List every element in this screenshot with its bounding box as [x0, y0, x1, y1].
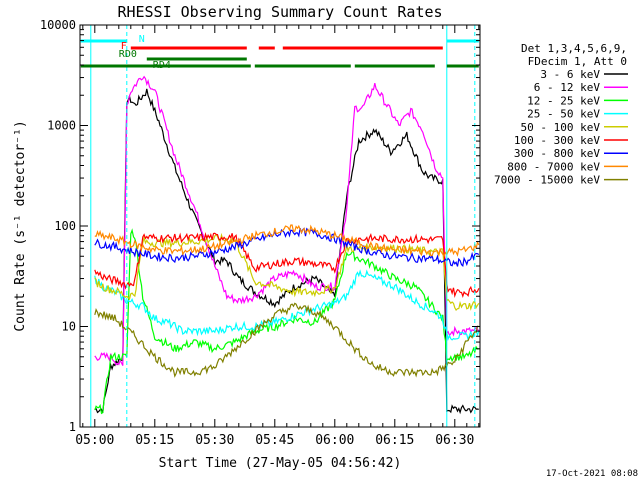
- y-tick-label: 1000: [47, 119, 76, 133]
- series-line-0: [94, 88, 479, 415]
- series-line-2: [94, 228, 479, 415]
- legend-header: FDecim 1, Att 0: [528, 55, 627, 68]
- x-tick-label: 06:15: [375, 433, 414, 448]
- chart-title: RHESSI Observing Summary Count Rates: [117, 3, 442, 21]
- x-tick-label: 05:00: [75, 433, 114, 448]
- x-tick-label: 05:30: [195, 433, 234, 448]
- x-tick-label: 05:15: [135, 433, 174, 448]
- series-line-5: [94, 232, 480, 299]
- legend-entry-label: 50 - 100 keV: [521, 121, 601, 134]
- y-tick-label: 10000: [40, 18, 76, 32]
- y-axis-label: Count Rate (s⁻¹ detector⁻¹): [13, 120, 28, 331]
- legend-entry-label: 100 - 300 keV: [514, 134, 600, 147]
- series-line-3: [94, 269, 480, 342]
- series-line-6: [94, 227, 480, 267]
- y-tick-label: 10: [62, 320, 76, 334]
- series-line-8: [94, 302, 479, 378]
- series-line-4: [94, 232, 480, 311]
- plot-frame: [79, 24, 481, 428]
- flag-label: N: [139, 34, 145, 45]
- flag-label: RD4: [153, 60, 171, 71]
- legend-entry-label: 3 - 6 keV: [540, 68, 600, 81]
- x-tick-label: 05:45: [255, 433, 294, 448]
- legend-entry-label: 7000 - 15000 keV: [494, 174, 600, 187]
- x-axis-label: Start Time (27-May-05 04:56:42): [159, 456, 402, 471]
- flag-label: RD0: [119, 49, 137, 60]
- series-line-1: [94, 75, 480, 366]
- legend-entry-label: 12 - 25 keV: [527, 94, 600, 107]
- legend-entry-label: 6 - 12 keV: [534, 81, 601, 94]
- series-line-7: [94, 224, 480, 258]
- y-tick-label: 1: [69, 420, 76, 434]
- legend-entry-label: 300 - 800 keV: [514, 147, 600, 160]
- legend-entry-label: 800 - 7000 keV: [507, 160, 600, 173]
- footer-date: 17-Oct-2021 08:08: [546, 469, 638, 479]
- legend-header: Det 1,3,4,5,6,9,: [521, 42, 627, 55]
- x-tick-label: 06:30: [435, 433, 474, 448]
- x-tick-label: 06:00: [315, 433, 354, 448]
- legend-entry-label: 25 - 50 keV: [527, 108, 600, 121]
- flag-label: F: [121, 41, 127, 52]
- y-tick-label: 100: [54, 219, 76, 233]
